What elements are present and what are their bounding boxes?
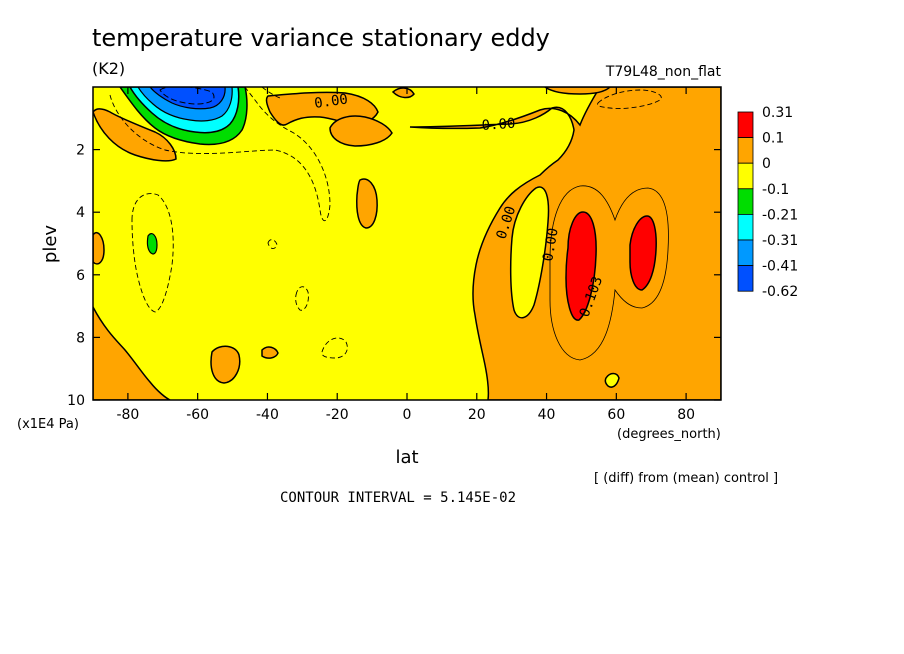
- y-tick-label: 6: [76, 268, 85, 284]
- x-axis-title: lat: [395, 447, 418, 468]
- legend-label: -0.21: [762, 207, 798, 223]
- region-top-right-strip: [543, 87, 612, 95]
- x-tick-label: 40: [538, 407, 556, 423]
- dashed-contours: [109, 87, 662, 359]
- legend-swatch: [737, 239, 754, 267]
- region-small-395: [391, 87, 415, 99]
- units-label: (K2): [92, 59, 125, 78]
- y-axis-title: plev: [40, 225, 61, 264]
- region-blob-340: [329, 115, 393, 147]
- region-sw-positive: [93, 306, 171, 400]
- y-axis: 2 4 6 8 10: [67, 143, 721, 409]
- contour-label: 0.00: [540, 227, 562, 263]
- y-tick-label: 8: [76, 330, 85, 346]
- legend-label: 0: [762, 156, 771, 172]
- x-tick-label: 60: [607, 407, 625, 423]
- x-tick-label: -60: [186, 407, 209, 423]
- dashed-contour-72S: [131, 193, 174, 313]
- contour-0103: [549, 185, 669, 361]
- color-legend: 0.31 0.1 0 -0.1 -0.21 -0.31 -0.41 -0.62: [737, 105, 798, 300]
- neg-green-spot: [146, 233, 158, 255]
- core-pos-50N: [565, 211, 597, 321]
- core-pos-68N: [629, 215, 657, 291]
- legend-swatch: [737, 137, 754, 164]
- x-tick-label: -40: [256, 407, 279, 423]
- dashed-contour-40S: [267, 239, 278, 249]
- x-tick-label: 80: [677, 407, 695, 423]
- region-blob-225: [210, 345, 241, 384]
- dashed-contour-30S: [295, 286, 309, 311]
- neg-inner-dash: [159, 87, 215, 105]
- footnote: [ (diff) from (mean) control ]: [594, 471, 778, 486]
- y-tick-label: 2: [76, 143, 85, 159]
- region-east-positive: [409, 87, 721, 400]
- region-blob-365: [356, 178, 378, 229]
- contour-interval: CONTOUR INTERVAL = 5.145E-02: [280, 490, 516, 506]
- x-tick-label: 20: [468, 407, 486, 423]
- island-neg-530: [509, 186, 550, 319]
- region-nw-positive: [93, 108, 177, 162]
- x-tick-label: -80: [116, 407, 139, 423]
- x-axis: -80 -60 -40 -20 0 20 40 60 80: [116, 87, 695, 423]
- island-neg-612: [604, 372, 620, 388]
- y-axis-units: (x1E4 Pa): [17, 417, 79, 432]
- x-tick-label: 0: [403, 407, 412, 423]
- plot-area: [93, 87, 721, 400]
- legend-label: -0.1: [762, 182, 789, 198]
- legend-label: 0.1: [762, 131, 784, 147]
- chart-title: temperature variance stationary eddy: [92, 24, 550, 52]
- x-tick-label: -20: [326, 407, 349, 423]
- legend-label: 0.31: [762, 105, 793, 121]
- dashed-contour-20S: [321, 337, 348, 359]
- experiment-label: T79L48_non_flat: [605, 64, 722, 80]
- dashed-contour-top-mid: [261, 87, 281, 99]
- legend-label: -0.31: [762, 233, 798, 249]
- dashed-contour-top-right: [597, 89, 662, 109]
- y-tick-label: 4: [76, 205, 85, 221]
- dashed-contour-upper: [109, 87, 331, 222]
- legend-swatch: [737, 162, 754, 190]
- legend-label: -0.41: [762, 259, 798, 275]
- legend-label: -0.62: [762, 284, 798, 300]
- region-blob-98: [93, 231, 105, 265]
- neg-blue: [149, 87, 226, 110]
- contour-label: 0.00: [481, 116, 516, 134]
- contour-label: 0.00: [313, 91, 349, 112]
- x-axis-units: (degrees_north): [617, 427, 721, 442]
- region-blob-268: [261, 346, 279, 359]
- legend-swatch: [737, 188, 754, 215]
- y-tick-label: 10: [67, 393, 85, 409]
- legend-swatch: [737, 111, 754, 139]
- legend-swatch: [737, 265, 754, 292]
- legend-swatch: [737, 213, 754, 241]
